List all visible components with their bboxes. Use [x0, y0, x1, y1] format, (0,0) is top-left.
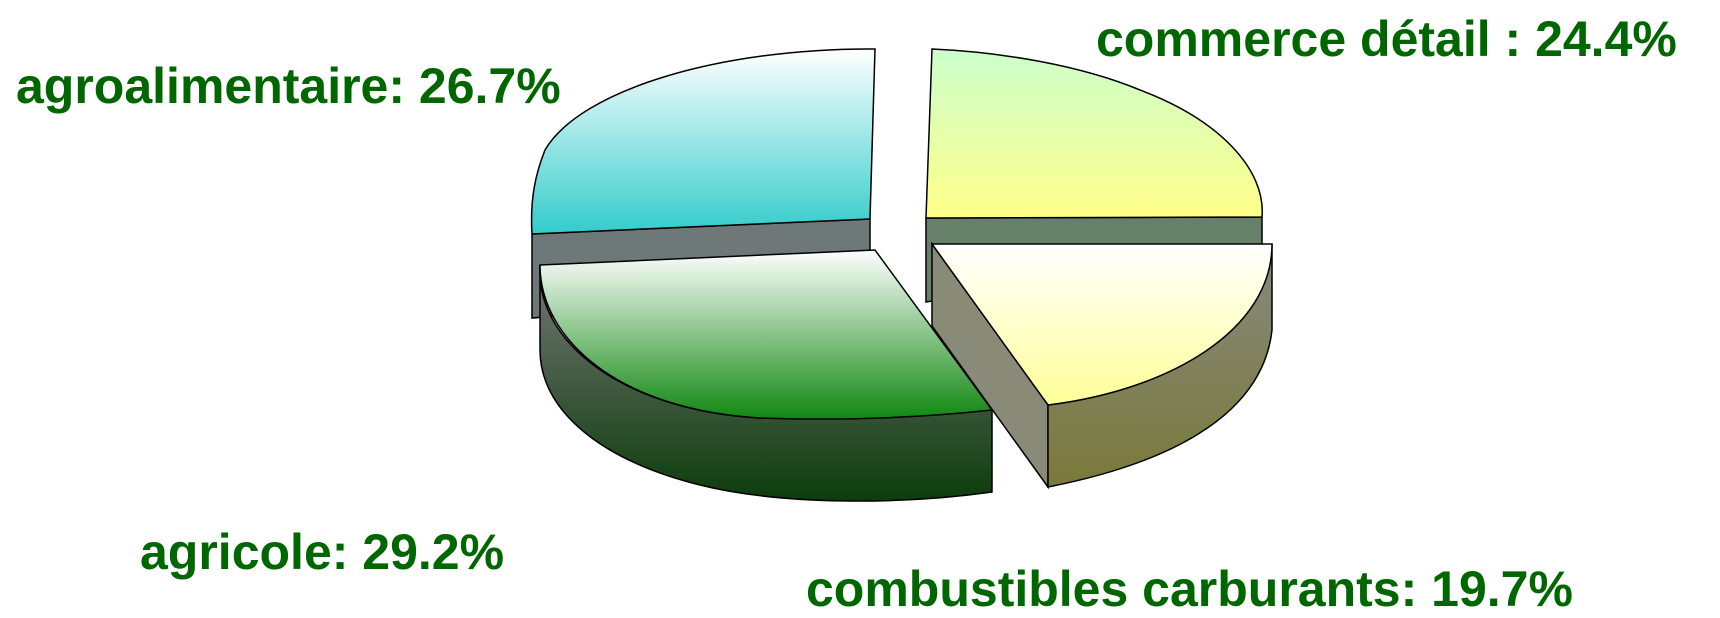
slice-label-agricole: agricole: 29.2% — [140, 524, 504, 580]
slice-label-commerce-detail: commerce détail : 24.4% — [1096, 11, 1677, 67]
slice-combustibles-carburants — [930, 241, 1273, 490]
slice-commerce-detail-top — [925, 48, 1263, 219]
slice-combustibles-carburants-top — [930, 243, 1273, 406]
slice-agricole-top — [539, 249, 994, 420]
slice-agroalimentaire-top — [530, 48, 876, 235]
slice-label-combustibles-carburants: combustibles carburants: 19.7% — [806, 561, 1573, 617]
slice-agricole — [539, 249, 994, 502]
slice-label-agroalimentaire: agroalimentaire: 26.7% — [16, 58, 561, 114]
